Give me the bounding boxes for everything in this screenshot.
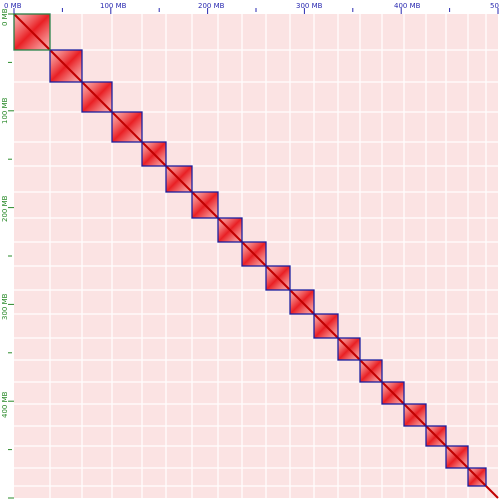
diagonal	[381, 381, 405, 405]
diagonal	[241, 241, 267, 267]
chromosome-box	[359, 359, 383, 383]
chromosome-box	[289, 289, 315, 315]
diagonal	[359, 359, 383, 383]
left-axis-label: 0 MB	[1, 8, 9, 26]
diagonal	[445, 445, 469, 469]
chromosome-box	[265, 265, 291, 291]
diagonal	[81, 81, 113, 113]
chromosome-box	[313, 313, 339, 339]
diagonal	[141, 141, 167, 167]
diagonal	[165, 165, 193, 193]
left-axis-label: 100 MB	[1, 97, 9, 124]
chromosome-box	[403, 403, 427, 427]
chromosome-box	[241, 241, 267, 267]
diagonal	[217, 217, 243, 243]
diagonal	[337, 337, 361, 361]
left-axis-label: 400 MB	[1, 391, 9, 418]
chromosome-box	[217, 217, 243, 243]
diagonal	[425, 425, 447, 447]
chromosome-box	[467, 467, 487, 487]
chromosome-box	[141, 141, 167, 167]
diagonal	[49, 49, 83, 83]
top-axis-label: 200 MB	[198, 2, 225, 10]
diagonal	[111, 111, 143, 143]
diagonal-blocks	[13, 13, 499, 499]
chromosome-box	[445, 445, 469, 469]
diagonal	[191, 191, 219, 219]
axis-ticks	[8, 8, 499, 499]
chromosome-box	[425, 425, 447, 447]
diagonal	[467, 467, 487, 487]
top-axis-label: 400 MB	[394, 2, 421, 10]
diagonal	[13, 13, 51, 51]
diagonal	[485, 485, 499, 499]
diagonal	[289, 289, 315, 315]
left-axis-label: 300 MB	[1, 293, 9, 320]
chromosome-box	[81, 81, 113, 113]
top-axis-label: 50	[490, 2, 499, 10]
diagonal	[265, 265, 291, 291]
chromosome-box	[111, 111, 143, 143]
chromosome-box	[191, 191, 219, 219]
chromosome-box	[49, 49, 83, 83]
top-axis-label: 300 MB	[296, 2, 323, 10]
chromosome-box	[381, 381, 405, 405]
chromosome-box	[337, 337, 361, 361]
left-axis-label: 200 MB	[1, 195, 9, 222]
chromosome-box	[165, 165, 193, 193]
diagonal	[403, 403, 427, 427]
top-axis-label: 100 MB	[100, 2, 127, 10]
diagonal	[313, 313, 339, 339]
selection-box	[13, 13, 51, 51]
top-axis-label: 0 MB	[4, 2, 22, 10]
